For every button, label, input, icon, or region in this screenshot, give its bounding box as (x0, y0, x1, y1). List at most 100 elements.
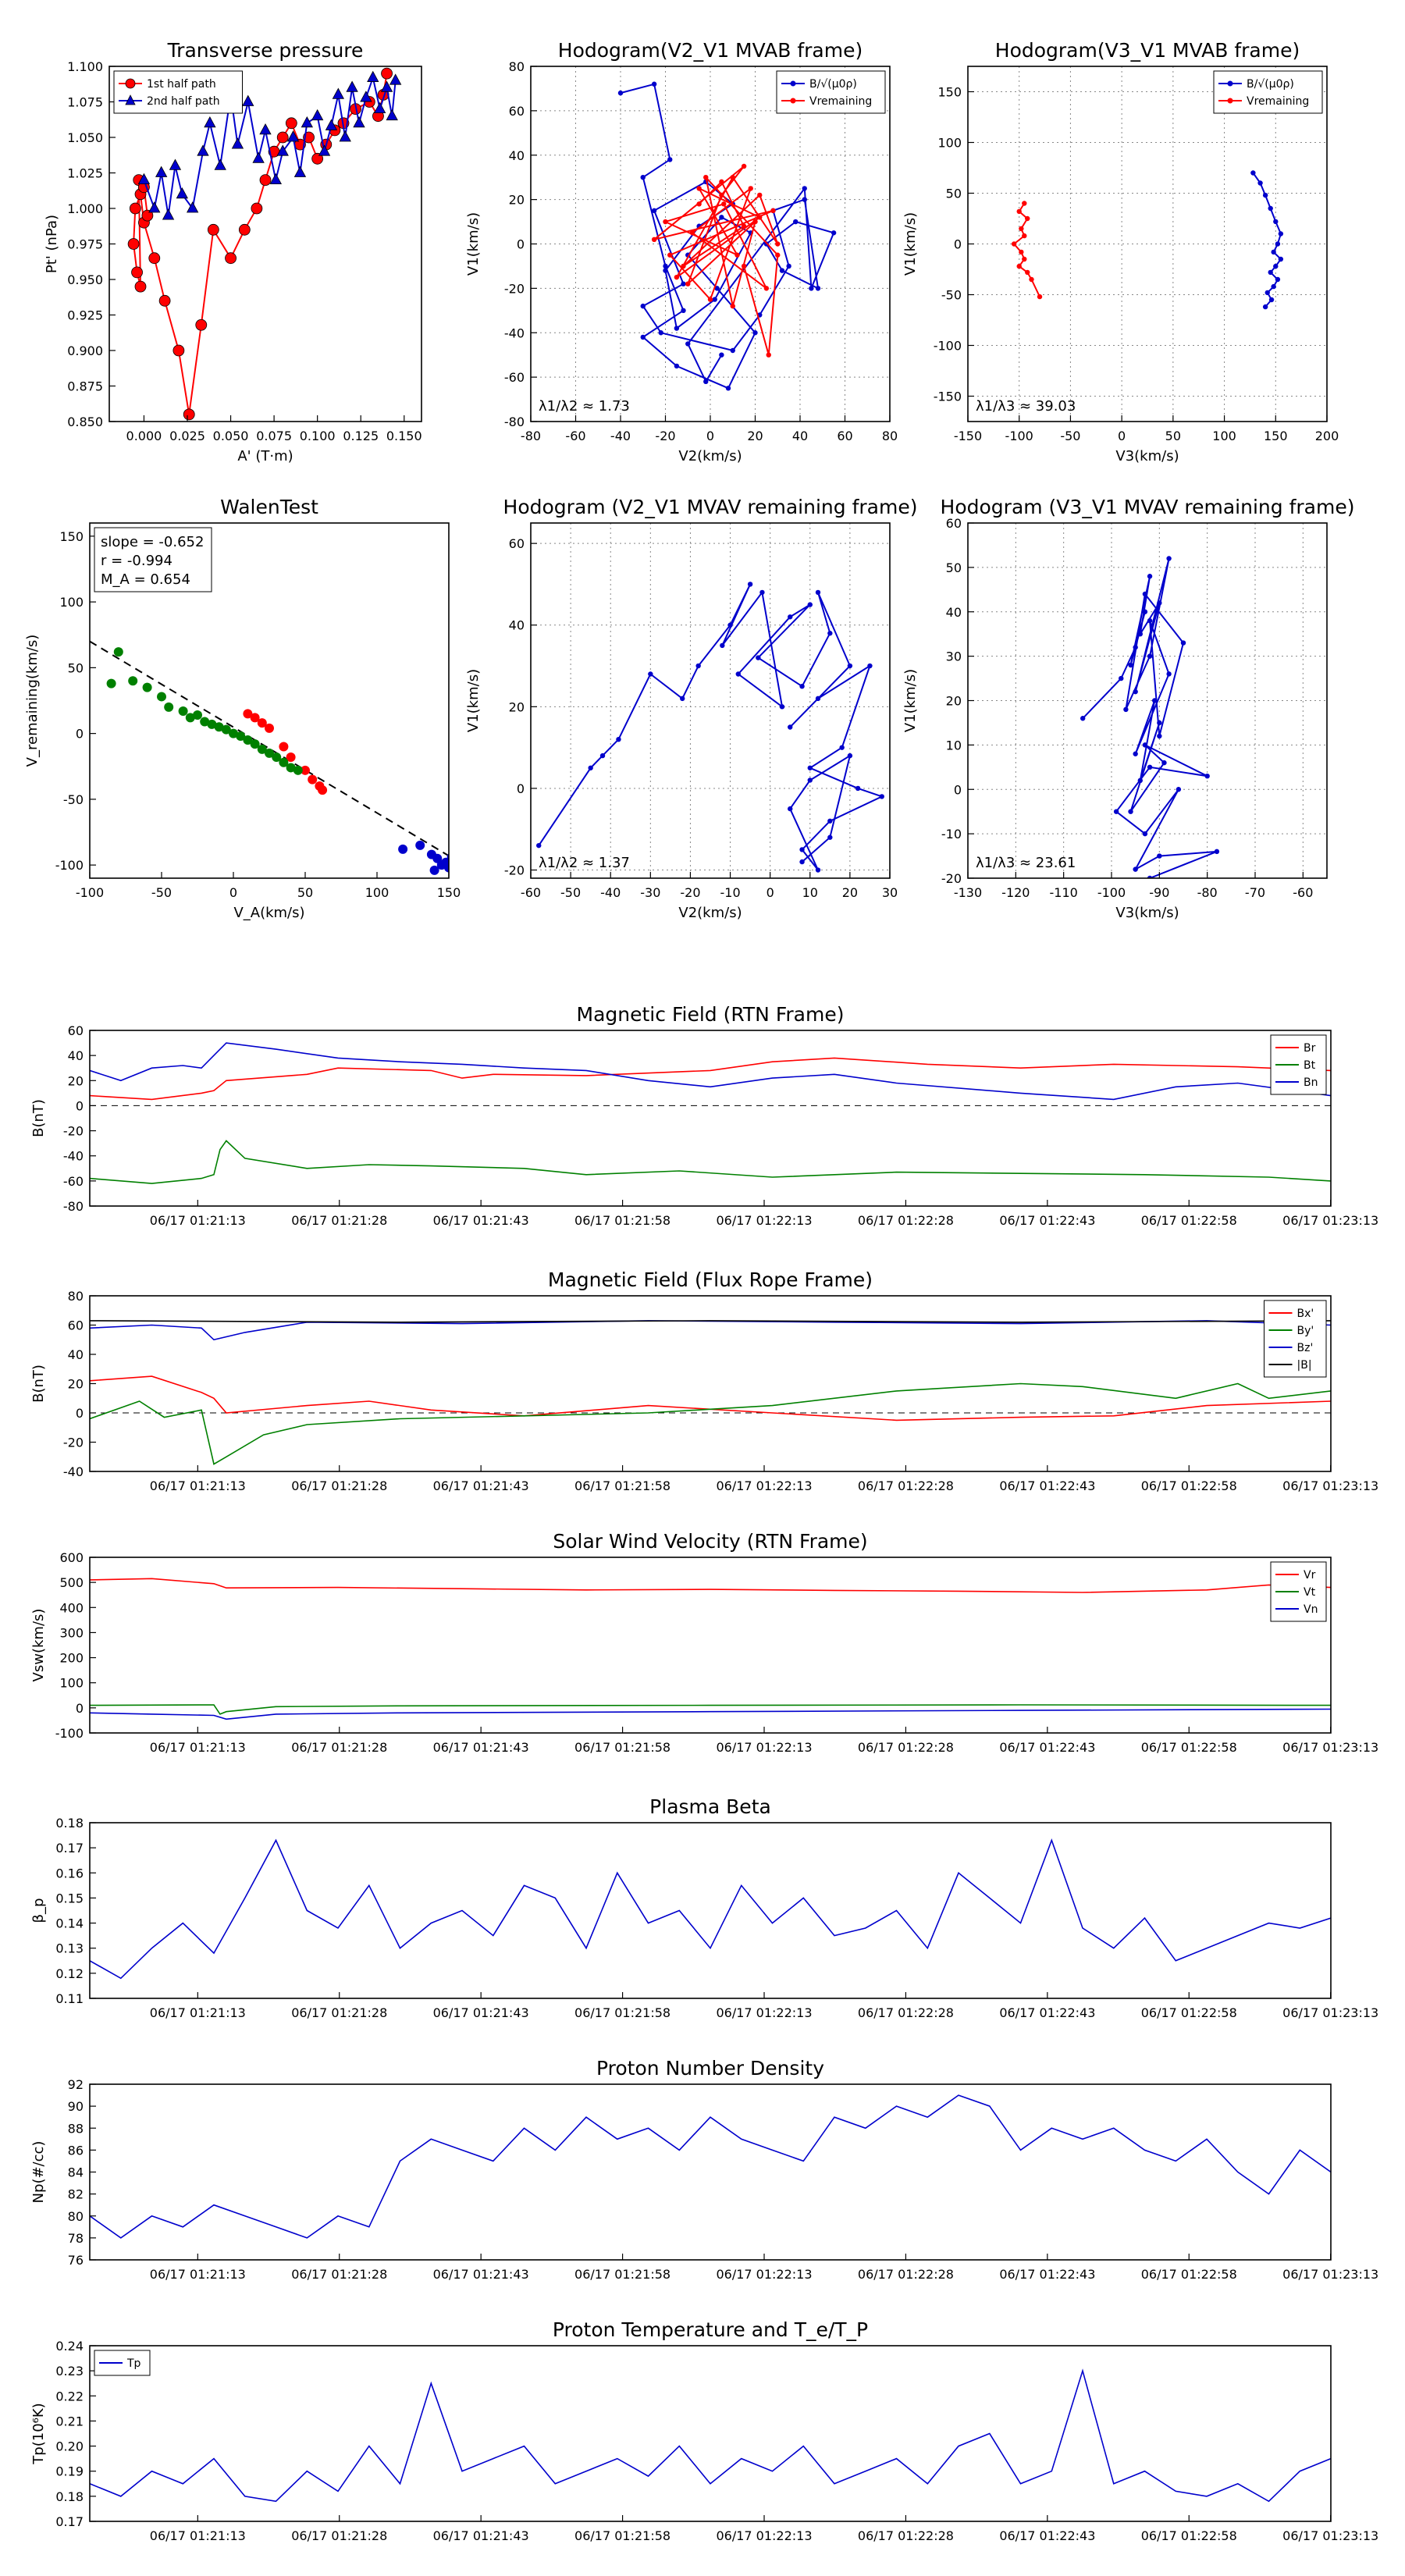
solar-wind-velocity-xtick-3: 06/17 01:21:58 (574, 1740, 670, 1755)
solar-wind-velocity-ylabel: Vsw(km/s) (30, 1609, 47, 1682)
hodogram-v2-v1-mvab-series-1-point-15 (748, 186, 753, 191)
plasma-beta-xtick-1: 06/17 01:21:28 (291, 2005, 387, 2020)
hodogram-v2-v1-mvav-series-0-point-17 (827, 631, 833, 636)
hodogram-v3-v1-mvav-series-0-point-25 (1147, 764, 1153, 770)
walen-test-series-1-point-22 (293, 765, 303, 775)
hodogram-v2-v1-mvav-series-0-point-27 (827, 818, 833, 824)
walen-test-series-1-point-1 (113, 647, 123, 657)
transverse-pressure-xtick-3: 0.075 (256, 429, 292, 443)
walen-test-xtick-1: -50 (151, 885, 172, 900)
hodogram-v3-v1-mvav-xtick-5: -80 (1197, 885, 1218, 900)
hodogram-v2-v1-mvav-ytick-4: 60 (509, 536, 525, 551)
mag-field-flux-rope-series-0-line (90, 1375, 1331, 1421)
mag-field-flux-rope-legend-label-1: By' (1297, 1325, 1314, 1337)
hodogram-v3-v1-mvav-xtick-0: -130 (954, 885, 982, 900)
hodogram-v2-v1-mvav-xtick-2: -40 (600, 885, 621, 900)
walen-test-xtick-0: -100 (76, 885, 104, 900)
plasma-beta-ylabel: β_p (30, 1898, 47, 1923)
hodogram-v3-v1-mvab-series-0-point-3 (1268, 205, 1273, 212)
transverse-pressure-series-1-point-2 (155, 165, 168, 177)
solar-wind-velocity-xtick-2: 06/17 01:21:43 (433, 1740, 529, 1755)
solar-wind-velocity-series-1-line (90, 1704, 1331, 1715)
transverse-pressure-series-0-point-16 (238, 223, 251, 236)
mag-field-rtn-legend-label-2: Bn (1304, 1076, 1318, 1089)
hodogram-v2-v1-mvab-series-0-point-26 (786, 263, 791, 269)
hodogram-v2-v1-mvav-series-0-point-16 (799, 683, 805, 689)
proton-temperature-frame (89, 2345, 1332, 2522)
hodogram-v2-v1-mvab-ytick-7: 60 (509, 104, 525, 119)
hodogram-v2-v1-mvab-series-1-point-16 (707, 297, 713, 302)
transverse-pressure-ylabel: Pt' (nPa) (44, 215, 60, 273)
proton-density-title: Proton Number Density (596, 2057, 824, 2080)
hodogram-v3-v1-mvav-ylabel: V1(km/s) (902, 669, 919, 732)
hodogram-v2-v1-mvab-xtick-6: 40 (792, 429, 808, 443)
solar-wind-velocity-legend-label-2: Vn (1304, 1603, 1318, 1616)
solar-wind-velocity-xtick-7: 06/17 01:22:58 (1141, 1740, 1237, 1755)
proton-temperature-legend-label-0: Tp (126, 2357, 141, 2370)
plasma-beta-ytick-2: 0.13 (55, 1941, 84, 1956)
hodogram-v2-v1-mvav-series-0-point-23 (839, 745, 845, 750)
hodogram-v2-v1-mvab-legend-box (776, 70, 886, 114)
transverse-pressure-series-1-point-31 (386, 109, 398, 121)
walen-test-series-1-point-0 (106, 678, 116, 688)
transverse-pressure-series-0-point-18 (207, 223, 219, 236)
transverse-pressure-ytick-10: 1.100 (67, 59, 103, 74)
hodogram-v3-v1-mvab-legend: B/√(μ0ρ) Vremaining (1213, 70, 1323, 114)
hodogram-v2-v1-mvab-series-1-point-0 (696, 201, 702, 207)
proton-density-ylabel: Np(#/cc) (30, 2141, 47, 2204)
hodogram-v3-v1-mvav-title: Hodogram (V3_V1 MVAV remaining frame) (941, 496, 1355, 518)
proton-density-chart: 06/17 01:21:13 06/17 01:21:28 06/17 01:21:… (30, 2057, 1378, 2282)
mag-field-rtn-ytick-3: -20 (63, 1124, 84, 1139)
plasma-beta-xtick-0: 06/17 01:21:13 (150, 2005, 246, 2020)
hodogram-v2-v1-mvab-annotation: λ1/λ2 ≈ 1.73 (539, 398, 630, 415)
transverse-pressure-series-1-point-13 (252, 151, 265, 163)
mag-field-rtn-legend-label-1: Bt (1304, 1059, 1316, 1072)
hodogram-v3-v1-mvab-series-0-point-0 (1250, 170, 1256, 176)
transverse-pressure-series-1-point-18 (293, 165, 307, 177)
hodogram-v3-v1-mvav-ytick-0: -20 (941, 871, 962, 886)
transverse-pressure-ytick-4: 0.950 (67, 272, 103, 287)
hodogram-v2-v1-mvab-series-0-point-14 (712, 297, 717, 302)
plasma-beta-title: Plasma Beta (649, 1795, 771, 1818)
mag-field-rtn-chart: 06/17 01:21:13 06/17 01:21:28 06/17 01:21:… (30, 1003, 1378, 1228)
hodogram-v2-v1-mvav-series-0-point-5 (680, 696, 685, 702)
hodogram-v2-v1-mvab-series-0-point-0 (617, 90, 624, 96)
transverse-pressure-xlabel: A' (T·m) (237, 448, 293, 464)
hodogram-v2-v1-mvav-ylabel: V1(km/s) (465, 669, 482, 732)
hodogram-v3-v1-mvab-series-0-point-9 (1273, 263, 1279, 269)
hodogram-v2-v1-mvab-series-0-point-16 (663, 268, 668, 273)
transverse-pressure-legend-marker-1 (125, 94, 136, 105)
hodogram-v2-v1-mvav-series-0-point-24 (807, 765, 813, 770)
hodogram-v2-v1-mvav-series-0-point-29 (815, 867, 821, 873)
hodogram-v2-v1-mvab-series-1-point-28 (741, 263, 747, 269)
proton-density-xtick-3: 06/17 01:21:58 (574, 2267, 670, 2282)
mag-field-flux-rope-ytick-5: 60 (68, 1318, 84, 1333)
hodogram-v3-v1-mvav-xtick-7: -60 (1293, 885, 1313, 900)
hodogram-v2-v1-mvav-xlabel: V2(km/s) (678, 905, 742, 921)
mag-field-rtn-xtick-2: 06/17 01:21:43 (433, 1213, 529, 1228)
walen-test-chart: -100 -50 0 50 100 150 -100 -50 0 50 100 150 WalenTes… (24, 496, 461, 921)
hodogram-v2-v1-mvav-ytick-1: 0 (517, 781, 525, 796)
walen-test-series-2-point-1 (415, 840, 425, 850)
proton-temperature-xtick-0: 06/17 01:21:13 (150, 2528, 246, 2543)
transverse-pressure-series-1-point-12 (242, 94, 254, 106)
hodogram-v3-v1-mvav-series-0-point-22 (1161, 760, 1167, 766)
proton-density-data (90, 2094, 1331, 2239)
solar-wind-velocity-xtick-6: 06/17 01:22:43 (999, 1740, 1095, 1755)
hodogram-v3-v1-mvab-series-0-point-10 (1268, 269, 1273, 276)
walen-test-series-1-point-18 (265, 748, 274, 758)
hodogram-v2-v1-mvab-series-0-point-37 (703, 379, 709, 385)
hodogram-v2-v1-mvab-series-0-point-29 (815, 286, 821, 291)
transverse-pressure-series-0-point-20 (183, 408, 195, 421)
proton-density-ytick-1: 78 (68, 2231, 84, 2246)
hodogram-v2-v1-mvab-chart: -80 -60 -40 -20 0 20 40 60 80 -80 -60 -40 -20 0 20 40 60… (465, 39, 898, 464)
transverse-pressure-ytick-0: 0.850 (67, 415, 103, 429)
hodogram-v3-v1-mvab-xtick-4: 50 (1165, 429, 1181, 443)
plasma-beta-ytick-1: 0.12 (55, 1966, 84, 1981)
proton-density-series-0-line (90, 2094, 1331, 2239)
hodogram-v3-v1-mvab-series-1-point-8 (1016, 263, 1022, 269)
hodogram-v3-v1-mvav-xtick-2: -110 (1050, 885, 1078, 900)
hodogram-v2-v1-mvav-series-0-point-0 (536, 842, 542, 849)
hodogram-v3-v1-mvav-series-0-point-6 (1137, 631, 1144, 637)
mag-field-rtn-legend: Br Bt Bn (1270, 1034, 1327, 1095)
